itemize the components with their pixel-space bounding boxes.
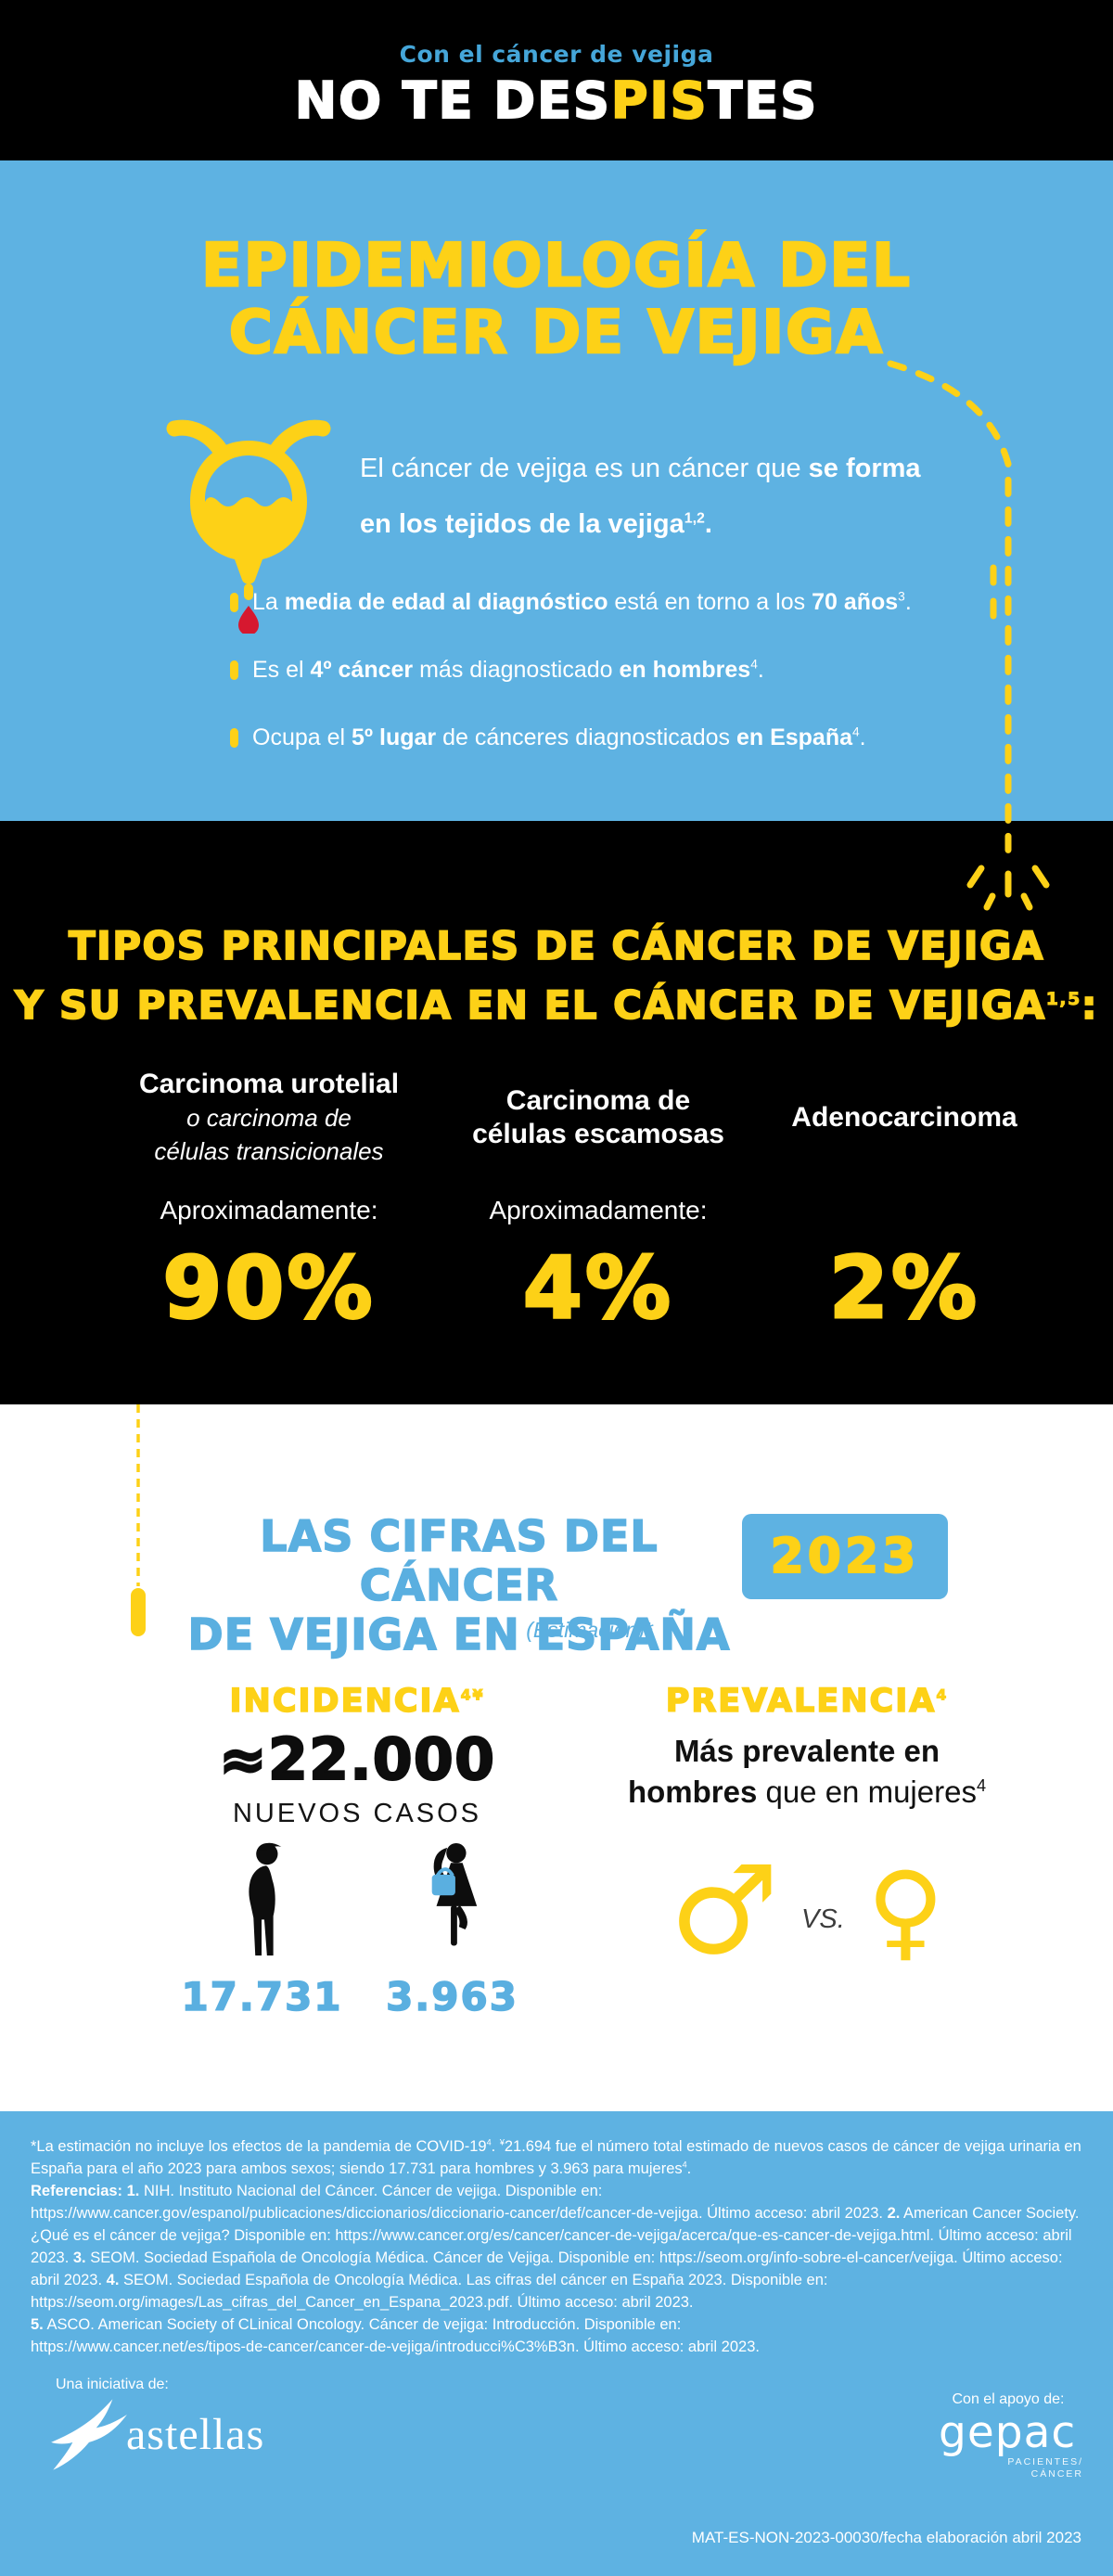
women-cell: 3.963 bbox=[366, 1842, 538, 2020]
bullet-text: La media de edad al diagnóstico está en … bbox=[252, 589, 912, 615]
prevalence-block: PREVALENCIA4 Más prevalente en hombres qu… bbox=[584, 1682, 1030, 1972]
type-percentage: 2% bbox=[827, 1237, 980, 1339]
initiative-label: Una iniciativa de: bbox=[56, 2377, 169, 2392]
prevalence-title: PREVALENCIA4 bbox=[665, 1682, 949, 1721]
gepac-tagline: PACIENTES/ CÁNCER bbox=[1007, 2456, 1083, 2480]
type-name: Carcinoma urotelial o carcinoma de células… bbox=[138, 1069, 400, 1165]
type-column-escamosas: Carcinoma de células escamosas Aproximada… bbox=[441, 1053, 756, 1339]
vs-label: VS. bbox=[801, 1903, 845, 1934]
type-column-urotelial: Carcinoma urotelial o carcinoma de células… bbox=[97, 1053, 441, 1339]
header-section: Con el cáncer de vejiga NO TE DESPISTES bbox=[0, 0, 1113, 160]
list-item: Es el 4º cáncer más diagnosticado en hom… bbox=[230, 657, 1009, 684]
sex-comparison: ♂ VS. ♀ bbox=[584, 1850, 1030, 1972]
year-badge-label: 2023 bbox=[770, 1528, 920, 1585]
incidence-by-sex: 17.731 3.963 bbox=[130, 1842, 584, 2020]
types-title-line2: Y SU PREVALENCIA EN EL CÁNCER DE VEJIGA1… bbox=[14, 981, 1099, 1029]
section-title-line1: EPIDEMIOLOGÍA DEL bbox=[200, 231, 912, 301]
women-value: 3.963 bbox=[385, 1973, 518, 2020]
approx-label: Aproximadamente: bbox=[160, 1196, 378, 1224]
incidence-block: INCIDENCIA4¥ ≈22.000 NUEVOS CASOS 17.731 bbox=[130, 1682, 584, 2020]
incidence-value: ≈22.000 bbox=[218, 1724, 496, 1794]
campaign-title: NO TE DESPISTES bbox=[0, 71, 1113, 130]
section-title-line2: CÁNCER DE VEJIGA bbox=[228, 299, 885, 368]
incidence-label: NUEVOS CASOS bbox=[232, 1799, 482, 1828]
astellas-wordmark: astellas bbox=[126, 2409, 265, 2459]
gepac-wordmark: gepac bbox=[939, 2407, 1077, 2458]
female-symbol-icon: ♀ bbox=[866, 1849, 945, 1972]
bullet-icon bbox=[230, 728, 238, 748]
type-name: Adenocarcinoma bbox=[791, 1102, 1017, 1133]
campaign-title-highlight: PIS bbox=[610, 71, 709, 130]
list-item: Ocupa el 5º lugar de cánceres diagnostic… bbox=[230, 724, 1009, 751]
type-column-adenocarcinoma: Adenocarcinoma 2% bbox=[756, 1053, 1053, 1339]
prevalence-statement: Más prevalente en hombres que en mujeres4 bbox=[627, 1734, 987, 1809]
bullet-icon bbox=[230, 660, 238, 680]
figures-section: LAS CIFRAS DEL CÁNCER DE VEJIGA EN ESPAÑ… bbox=[0, 1404, 1113, 2111]
year-badge: 2023 bbox=[742, 1514, 948, 1599]
men-value: 17.731 bbox=[181, 1973, 343, 2020]
estimation-note: (Estimación)* bbox=[526, 1618, 653, 1642]
section-title-cifras: LAS CIFRAS DEL CÁNCER DE VEJIGA EN ESPAÑ… bbox=[176, 1511, 742, 1660]
bladder-icon bbox=[165, 418, 332, 636]
cifras-title-line1: LAS CIFRAS DEL CÁNCER bbox=[260, 1511, 659, 1611]
section-title-epidemiologia: EPIDEMIOLOGÍA DEL CÁNCER DE VEJIGA bbox=[0, 231, 1113, 368]
gepac-logo: gepac PACIENTES/ CÁNCER bbox=[939, 2407, 1083, 2480]
approx-label bbox=[756, 1196, 1053, 1227]
bullet-text: Ocupa el 5º lugar de cánceres diagnostic… bbox=[252, 724, 866, 750]
footer-section: *La estimación no incluye los efectos de… bbox=[0, 2111, 1113, 2576]
header-kicker: Con el cáncer de vejiga bbox=[399, 41, 714, 68]
types-section: TIPOS PRINCIPALES DE CÁNCER DE VEJIGA Y … bbox=[0, 821, 1113, 1404]
campaign-title-part3: TES bbox=[707, 71, 819, 130]
support-label: Con el apoyo de: bbox=[952, 2391, 1065, 2407]
bullet-icon bbox=[230, 593, 238, 612]
bladder-icon-svg bbox=[166, 419, 331, 636]
epidemiology-bullet-list: La media de edad al diagnóstico está en … bbox=[230, 589, 1009, 792]
references-text: *La estimación no incluye los efectos de… bbox=[31, 2137, 1081, 2355]
campaign-title-part1: NO TE DES bbox=[294, 71, 611, 130]
approx-label: Aproximadamente: bbox=[489, 1196, 708, 1224]
man-icon bbox=[248, 1842, 281, 1956]
type-percentage: 90% bbox=[161, 1237, 376, 1339]
types-columns: Carcinoma urotelial o carcinoma de células… bbox=[97, 1053, 1053, 1339]
men-cell: 17.731 bbox=[176, 1842, 348, 2020]
type-percentage: 4% bbox=[521, 1237, 674, 1339]
cifras-title-line2: DE VEJIGA EN ESPAÑA bbox=[187, 1609, 731, 1660]
incidence-title: INCIDENCIA4¥ bbox=[229, 1682, 485, 1721]
material-code: MAT-ES-NON-2023-00030/fecha elaboración … bbox=[691, 2529, 1081, 2546]
list-item: La media de edad al diagnóstico está en … bbox=[230, 589, 1009, 616]
chain-pull-icon bbox=[131, 1404, 146, 1636]
astellas-logo: astellas bbox=[46, 2395, 264, 2473]
epidemiology-section: EPIDEMIOLOGÍA DEL CÁNCER DE VEJIGA El cá… bbox=[0, 160, 1113, 821]
bullet-text: Es el 4º cáncer más diagnosticado en hom… bbox=[252, 657, 764, 683]
woman-icon bbox=[431, 1842, 477, 1946]
male-symbol-icon: ♂ bbox=[669, 1839, 780, 1982]
types-title-line1: TIPOS PRINCIPALES DE CÁNCER DE VEJIGA bbox=[68, 922, 1044, 969]
type-name: Carcinoma de células escamosas bbox=[472, 1085, 724, 1149]
astellas-star-icon bbox=[51, 2399, 127, 2470]
epidemiology-intro-text: El cáncer de vejiga es un cáncer que se … bbox=[360, 454, 921, 539]
section-title-tipos: TIPOS PRINCIPALES DE CÁNCER DE VEJIGA Y … bbox=[0, 916, 1113, 1035]
